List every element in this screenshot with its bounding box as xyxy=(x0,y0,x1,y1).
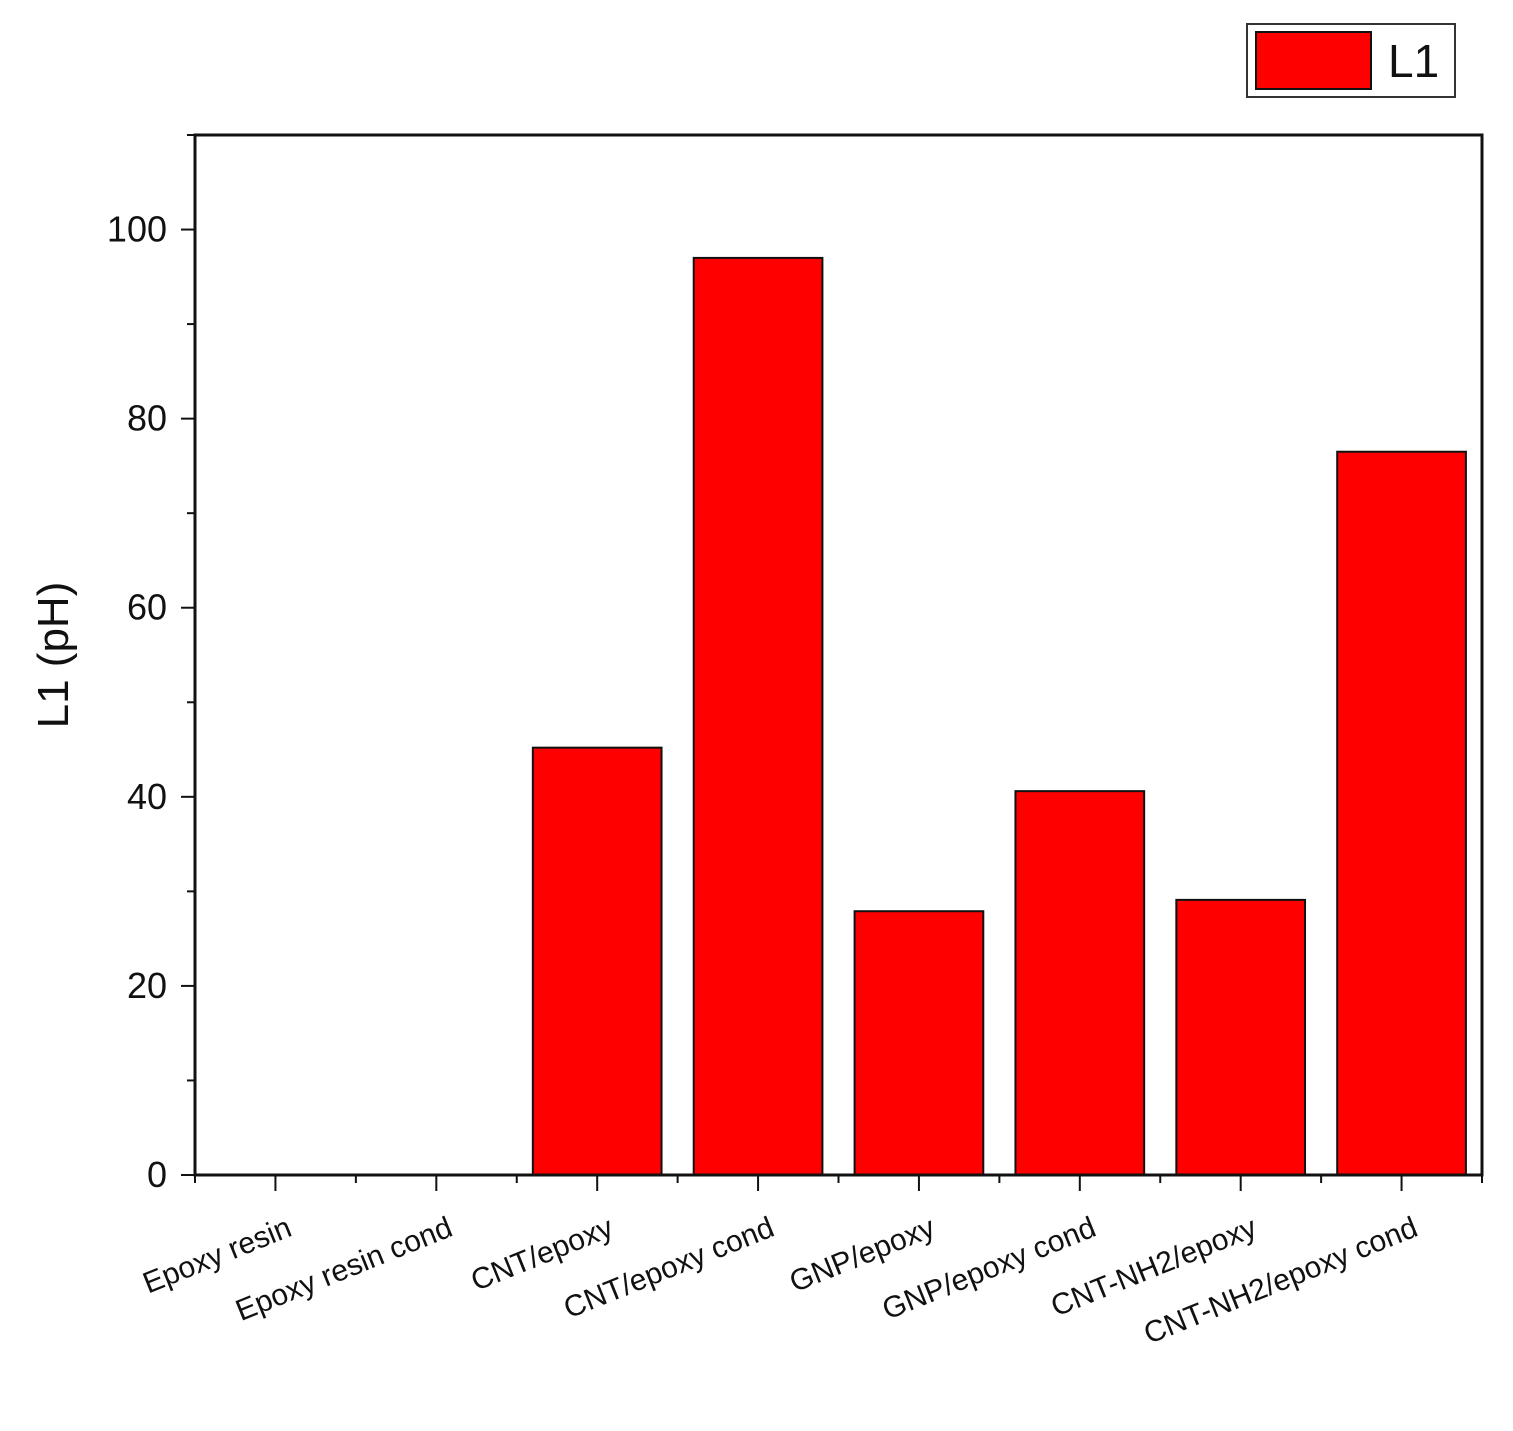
y-tick-label: 0 xyxy=(147,1154,167,1195)
x-category-label: CNT-NH2/epoxy cond xyxy=(1139,1211,1422,1351)
bar xyxy=(1014,790,1146,1176)
bar xyxy=(1336,450,1467,1176)
legend-swatch-l1 xyxy=(1255,31,1372,90)
y-tick-label: 20 xyxy=(127,965,167,1006)
bar xyxy=(692,256,824,1176)
y-axis: 0 20 40 60 80 100 xyxy=(107,134,195,1195)
y-tick-label: 100 xyxy=(107,209,167,250)
y-axis-title: L1 (pH) xyxy=(29,582,78,729)
bar xyxy=(853,910,985,1177)
bar xyxy=(531,746,663,1176)
bar xyxy=(1175,898,1307,1176)
bars-layer xyxy=(531,256,1467,1177)
y-tick-label: 80 xyxy=(127,398,167,439)
legend-label-l1: L1 xyxy=(1388,35,1439,87)
y-tick-label: 60 xyxy=(127,587,167,628)
legend: L1 xyxy=(1246,23,1456,98)
y-tick-label: 40 xyxy=(127,776,167,817)
